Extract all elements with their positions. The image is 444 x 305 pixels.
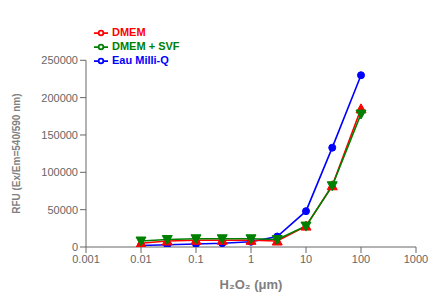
svg-text:1: 1 bbox=[248, 253, 254, 265]
svg-text:100000: 100000 bbox=[41, 166, 78, 178]
svg-text:0.01: 0.01 bbox=[130, 253, 151, 265]
svg-text:50000: 50000 bbox=[47, 204, 78, 216]
svg-text:1000: 1000 bbox=[404, 253, 428, 265]
html-text:Eau Milli-Q: Eau Milli-Q bbox=[112, 54, 169, 67]
svg-text:10: 10 bbox=[300, 253, 312, 265]
svg-text:H₂O₂ (μm): H₂O₂ (μm) bbox=[220, 277, 283, 292]
html-text:DMEM + SVF: DMEM + SVF bbox=[112, 40, 180, 53]
svg-text:0.1: 0.1 bbox=[188, 253, 203, 265]
svg-text:0.001: 0.001 bbox=[72, 253, 100, 265]
svg-text:250000: 250000 bbox=[41, 54, 78, 66]
svg-text:100: 100 bbox=[352, 253, 370, 265]
svg-text:0: 0 bbox=[72, 241, 78, 253]
svg-text:RFU (Ex/Em=540/590 nm): RFU (Ex/Em=540/590 nm) bbox=[11, 93, 22, 213]
svg-text:150000: 150000 bbox=[41, 129, 78, 141]
html-text:DMEM: DMEM bbox=[112, 26, 146, 38]
svg-text:200000: 200000 bbox=[41, 92, 78, 104]
